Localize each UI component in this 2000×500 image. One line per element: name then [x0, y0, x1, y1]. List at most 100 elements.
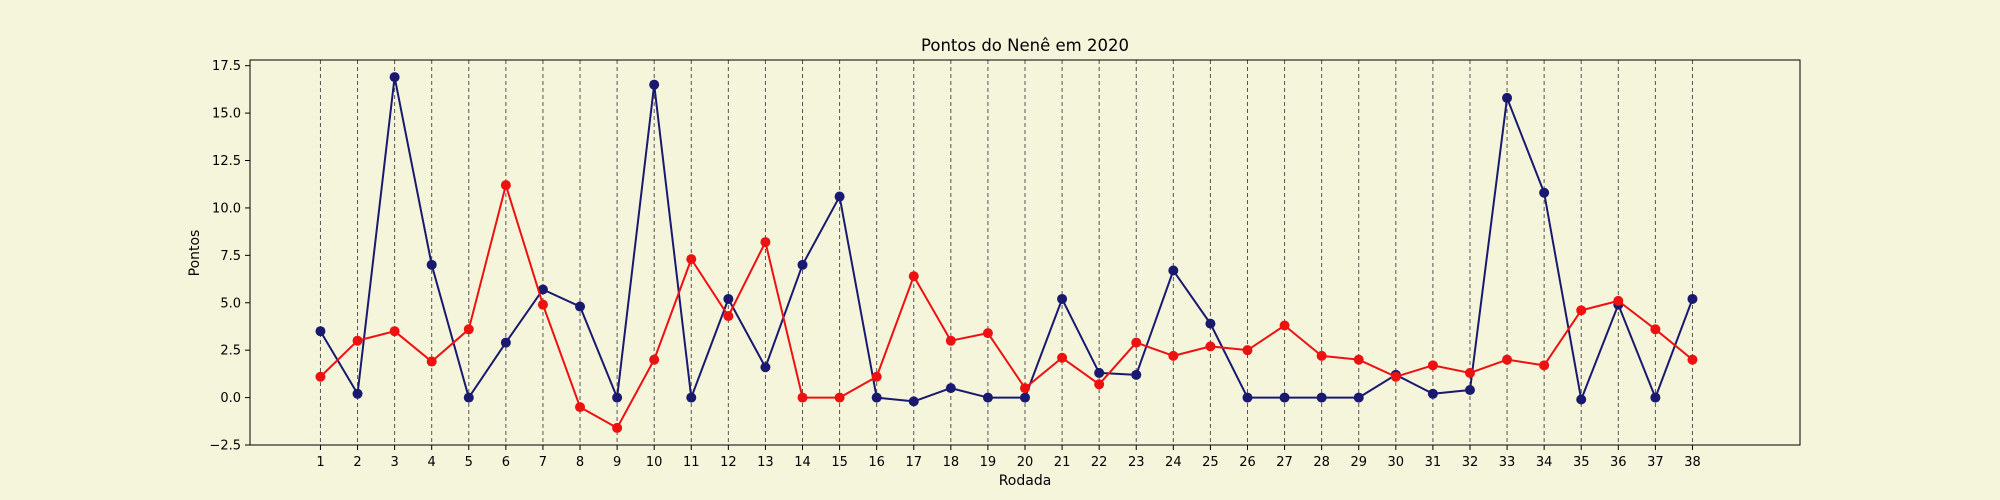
- data-point: [871, 371, 882, 382]
- x-tick-label: 9: [613, 455, 621, 470]
- x-tick-label: 16: [868, 455, 885, 470]
- data-point: [686, 392, 697, 403]
- x-tick-label: 17: [905, 455, 922, 470]
- data-point: [1057, 352, 1068, 363]
- data-point: [945, 383, 956, 394]
- data-point: [1057, 293, 1068, 304]
- data-point: [315, 326, 326, 337]
- data-point: [982, 328, 993, 339]
- data-point: [1020, 392, 1030, 403]
- x-tick-label: 10: [646, 455, 663, 470]
- x-tick-label: 4: [428, 455, 436, 470]
- x-tick-label: 3: [390, 455, 398, 470]
- y-tick-label: 5.0: [220, 296, 241, 311]
- data-point: [797, 392, 808, 403]
- data-point: [1242, 345, 1253, 356]
- data-point: [1650, 324, 1661, 335]
- y-tick-label: 17.5: [212, 59, 241, 74]
- data-point: [463, 324, 474, 335]
- data-point: [1613, 295, 1624, 306]
- data-point: [315, 371, 326, 382]
- data-point: [1576, 305, 1587, 316]
- data-point: [1168, 265, 1179, 276]
- data-point: [1205, 318, 1216, 329]
- x-tick-label: 34: [1536, 455, 1553, 470]
- data-point: [1687, 293, 1698, 304]
- data-point: [1205, 341, 1216, 352]
- x-tick-label: 35: [1573, 455, 1590, 470]
- x-tick-label: 2: [353, 455, 361, 470]
- data-point: [1464, 385, 1475, 395]
- data-point: [797, 259, 808, 270]
- x-tick-label: 32: [1462, 455, 1479, 470]
- x-tick-label: 13: [757, 455, 774, 470]
- data-point: [1094, 379, 1105, 390]
- data-point: [723, 293, 734, 304]
- x-tick-label: 26: [1239, 455, 1256, 470]
- x-tick-label: 14: [794, 455, 811, 470]
- x-tick-label: 19: [980, 455, 997, 470]
- data-point: [352, 388, 363, 399]
- data-point: [760, 237, 771, 248]
- data-point: [649, 79, 660, 90]
- x-tick-label: 30: [1388, 455, 1405, 470]
- data-point: [723, 311, 734, 322]
- x-tick-label: 38: [1684, 455, 1701, 470]
- x-tick-label: 1: [316, 455, 324, 470]
- x-tick-label: 29: [1350, 455, 1367, 470]
- x-tick-label: 8: [576, 455, 584, 470]
- data-point: [834, 392, 845, 403]
- data-point: [352, 335, 363, 346]
- x-tick-label: 22: [1091, 455, 1108, 470]
- data-point: [500, 180, 511, 191]
- data-point: [537, 299, 548, 310]
- data-point: [1242, 392, 1253, 403]
- x-tick-label: 36: [1610, 455, 1627, 470]
- data-point: [871, 392, 882, 403]
- data-point: [1353, 392, 1364, 403]
- x-tick-label: 6: [502, 455, 510, 470]
- data-point: [1316, 392, 1327, 403]
- data-point: [1131, 337, 1142, 348]
- data-point: [389, 326, 400, 337]
- data-point: [982, 392, 993, 403]
- x-tick-label: 25: [1202, 455, 1219, 470]
- data-point: [908, 396, 919, 407]
- data-point: [1427, 360, 1438, 371]
- data-point: [1094, 367, 1105, 378]
- data-point: [1353, 354, 1364, 365]
- x-axis-title: Rodada: [999, 473, 1052, 489]
- x-tick-label: 20: [1017, 455, 1034, 470]
- x-axis-ticks: 1 2 3 4 5 6 7 8 9 10 11 12 13 14 15 16 17 18 19 20 21 22 23 24 2…: [316, 445, 1701, 470]
- data-point: [1390, 371, 1401, 382]
- data-point: [1464, 367, 1475, 378]
- y-axis-title: Pontos: [187, 230, 203, 277]
- series-line: [319, 184, 1694, 429]
- data-point: [1020, 383, 1030, 394]
- data-point: [426, 259, 437, 270]
- data-point: [1539, 187, 1550, 198]
- data-point: [908, 271, 919, 282]
- y-tick-label: −2.5: [209, 439, 241, 454]
- data-point: [537, 284, 548, 295]
- y-tick-label: 7.5: [220, 249, 241, 264]
- data-point: [463, 392, 474, 403]
- data-point: [1316, 350, 1327, 361]
- data-point: [686, 254, 697, 265]
- x-tick-label: 28: [1313, 455, 1330, 470]
- x-tick-label: 21: [1054, 455, 1071, 470]
- data-point: [426, 356, 437, 367]
- data-point: [945, 335, 956, 346]
- x-tick-label: 7: [539, 455, 547, 470]
- x-tick-label: 33: [1499, 455, 1516, 470]
- data-point: [575, 402, 586, 413]
- data-series: [315, 72, 1698, 433]
- data-point: [1131, 369, 1142, 380]
- data-point: [760, 362, 771, 373]
- data-point: [834, 191, 845, 202]
- series-1: [315, 72, 1698, 407]
- data-point: [612, 422, 623, 433]
- y-tick-label: 2.5: [220, 344, 241, 359]
- x-tick-label: 18: [943, 455, 960, 470]
- data-point: [1427, 388, 1438, 399]
